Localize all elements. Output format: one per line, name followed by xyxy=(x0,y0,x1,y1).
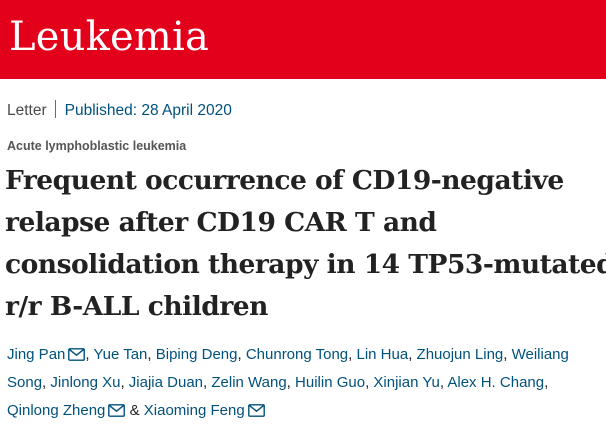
title-line-2: relapse after CD19 CAR T and xyxy=(5,207,437,238)
author-link[interactable]: Song xyxy=(7,374,43,391)
author-link[interactable]: Weiliang xyxy=(511,346,569,363)
separator: , xyxy=(120,374,125,391)
separator: , xyxy=(85,346,90,363)
author-link[interactable]: Jinlong Xu xyxy=(50,374,121,391)
journal-title[interactable]: Leukemia xyxy=(9,14,210,60)
author-link[interactable]: Alex H. Chang xyxy=(447,374,545,391)
article-title: Frequent occurrence of CD19-negative rel… xyxy=(5,160,606,328)
separator: , xyxy=(365,374,370,391)
mail-icon[interactable] xyxy=(68,348,86,361)
article-meta: Letter Published: 28 April 2020 xyxy=(7,100,232,121)
author-link[interactable]: Xinjian Yu xyxy=(373,374,440,391)
author-link[interactable]: Lin Hua xyxy=(356,346,409,363)
journal-banner: Leukemia xyxy=(0,0,606,79)
author-link[interactable]: Zelin Wang xyxy=(211,374,287,391)
meta-divider xyxy=(54,100,56,118)
separator: , xyxy=(348,346,353,363)
mail-icon[interactable] xyxy=(247,404,265,417)
separator: , xyxy=(203,374,208,391)
separator: , xyxy=(286,374,291,391)
author-link[interactable]: Huilin Guo xyxy=(295,374,366,391)
author-link[interactable]: Jiajia Duan xyxy=(128,374,204,391)
separator: , xyxy=(439,374,445,391)
author-line-2: Song, Jinlong Xu, Jiajia Duan, Zelin Wan… xyxy=(7,369,606,397)
author-line-1: Jing Pan, Yue Tan, Biping Deng, Chunrong… xyxy=(7,341,606,369)
author-separator-amp: & xyxy=(129,402,140,419)
author-line-3: Qinlong Zheng & Xiaoming Feng xyxy=(7,397,606,425)
author-link[interactable]: Biping Deng xyxy=(155,346,238,363)
separator: , xyxy=(42,374,47,391)
author-list: Jing Pan, Yue Tan, Biping Deng, Chunrong… xyxy=(7,341,606,425)
separator: , xyxy=(147,346,152,363)
published-date: Published: 28 April 2020 xyxy=(64,102,232,119)
author-link[interactable]: Xiaoming Feng xyxy=(143,402,245,419)
article-type: Letter xyxy=(7,102,47,119)
separator: , xyxy=(237,346,242,363)
subject-label[interactable]: Acute lymphoblastic leukemia xyxy=(7,139,187,153)
separator: , xyxy=(503,346,508,363)
mail-icon[interactable] xyxy=(108,404,126,417)
author-link[interactable]: Yue Tan xyxy=(93,346,148,363)
separator: , xyxy=(408,346,413,363)
author-link[interactable]: Jing Pan xyxy=(7,346,66,363)
title-line-4: r/r B-ALL children xyxy=(5,291,268,322)
author-link[interactable]: Chunrong Tong xyxy=(245,346,349,363)
author-link[interactable]: Qinlong Zheng xyxy=(7,402,106,419)
separator: , xyxy=(544,374,549,391)
title-line-1: Frequent occurrence of CD19-negative xyxy=(5,165,564,196)
author-link[interactable]: Zhuojun Ling xyxy=(416,346,504,363)
title-line-3: consolidation therapy in 14 TP53-mutated xyxy=(5,249,606,280)
